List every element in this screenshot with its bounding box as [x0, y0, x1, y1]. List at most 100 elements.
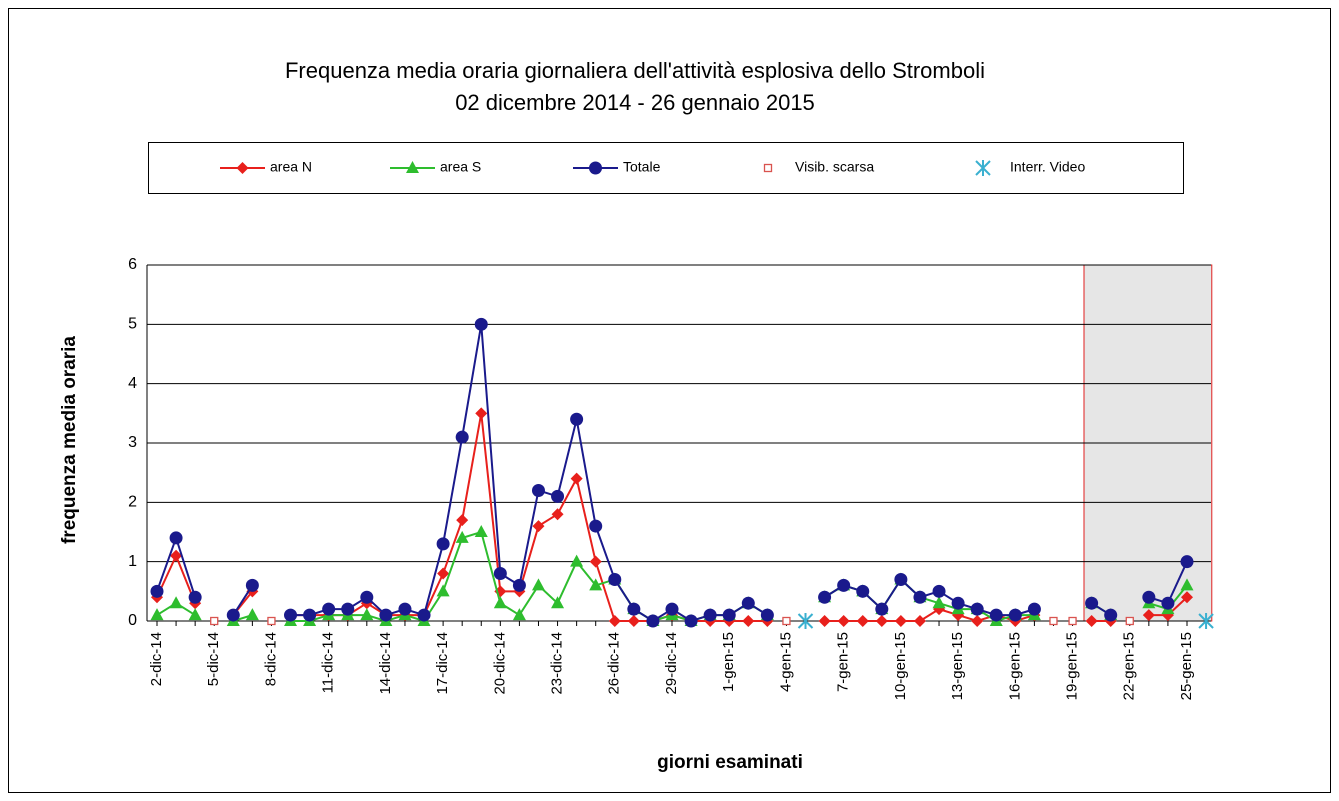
marker — [226, 608, 240, 622]
legend-label: Visib. scarsa — [795, 159, 874, 175]
marker — [303, 608, 317, 622]
marker — [360, 608, 374, 621]
marker — [894, 572, 908, 586]
marker — [551, 508, 564, 521]
marker — [188, 590, 202, 604]
x-tick-label: 13-gen-15 — [949, 632, 966, 700]
legend-label: Totale — [623, 159, 661, 175]
marker — [436, 537, 450, 551]
marker — [989, 608, 1003, 622]
marker — [455, 530, 469, 543]
marker — [437, 567, 450, 580]
marker — [742, 615, 755, 627]
x-tick-label: 1-gen-15 — [720, 632, 737, 692]
marker — [493, 596, 507, 609]
marker — [971, 615, 984, 627]
marker — [245, 608, 259, 621]
marker — [627, 602, 641, 616]
marker — [722, 608, 736, 622]
x-tick-label: 2-dic-14 — [148, 632, 165, 686]
marker — [1085, 596, 1099, 610]
marker — [627, 615, 640, 627]
x-tick-label: 10-gen-15 — [892, 632, 909, 700]
x-tick-label: 7-gen-15 — [835, 632, 852, 692]
marker — [703, 608, 717, 622]
y-tick-label: 2 — [128, 494, 137, 511]
marker — [170, 549, 183, 562]
marker — [1008, 608, 1022, 622]
marker — [150, 584, 164, 598]
marker — [646, 614, 660, 628]
marker — [782, 616, 791, 626]
x-tick-label: 4-gen-15 — [777, 632, 794, 692]
marker — [1085, 615, 1098, 627]
marker — [150, 608, 164, 621]
marker — [818, 590, 832, 604]
x-tick-label: 22-gen-15 — [1121, 632, 1138, 700]
x-tick-label: 8-dic-14 — [262, 632, 279, 686]
marker — [589, 578, 603, 591]
marker — [379, 608, 393, 622]
marker — [169, 531, 183, 545]
legend-label: area S — [440, 159, 481, 175]
marker — [970, 602, 984, 616]
y-tick-label: 1 — [128, 553, 137, 570]
marker — [818, 615, 831, 627]
legend-marker — [975, 160, 991, 176]
marker — [1161, 596, 1175, 610]
marker — [169, 596, 183, 609]
x-tick-label: 16-gen-15 — [1006, 632, 1023, 700]
legend-marker — [589, 161, 602, 175]
y-tick-label: 5 — [128, 316, 137, 333]
x-axis-label: giorni esaminati — [657, 752, 803, 773]
marker — [474, 317, 488, 331]
marker — [1104, 608, 1118, 622]
marker — [1142, 590, 1156, 604]
marker — [551, 596, 565, 609]
marker — [875, 615, 888, 627]
marker — [360, 590, 374, 604]
y-tick-label: 0 — [128, 612, 137, 629]
marker — [493, 567, 507, 581]
legend-marker — [236, 162, 249, 174]
x-tick-label: 14-dic-14 — [377, 632, 394, 695]
y-tick-label: 4 — [128, 375, 137, 392]
marker — [570, 472, 583, 485]
marker — [837, 615, 850, 627]
chart-subtitle: 02 dicembre 2014 - 26 gennaio 2015 — [455, 90, 815, 115]
marker — [1180, 591, 1193, 604]
x-tick-label: 11-dic-14 — [320, 632, 337, 693]
marker — [455, 430, 469, 444]
marker — [875, 602, 889, 616]
y-tick-label: 6 — [128, 256, 137, 273]
marker — [532, 520, 545, 533]
marker — [551, 489, 565, 503]
marker — [665, 602, 679, 616]
marker — [608, 572, 622, 586]
marker — [932, 584, 946, 598]
marker — [570, 412, 584, 426]
legend-marker — [763, 163, 773, 173]
marker — [1180, 578, 1194, 591]
marker — [913, 590, 927, 604]
marker — [589, 519, 603, 533]
marker — [398, 602, 412, 616]
marker — [475, 407, 488, 420]
marker — [512, 578, 526, 592]
marker — [1049, 616, 1058, 626]
x-tick-label: 29-dic-14 — [663, 632, 680, 695]
marker — [797, 613, 814, 629]
marker — [951, 596, 965, 610]
marker — [456, 514, 469, 527]
y-axis-label: frequenza media oraria — [59, 336, 80, 544]
marker — [210, 616, 219, 626]
marker — [1142, 609, 1155, 622]
x-tick-label: 23-dic-14 — [549, 632, 566, 695]
marker — [589, 555, 602, 568]
legend-marker — [406, 161, 419, 173]
marker — [1180, 555, 1194, 569]
marker — [1068, 616, 1077, 626]
y-tick-label: 3 — [128, 434, 137, 451]
legend-label: area N — [270, 159, 312, 175]
